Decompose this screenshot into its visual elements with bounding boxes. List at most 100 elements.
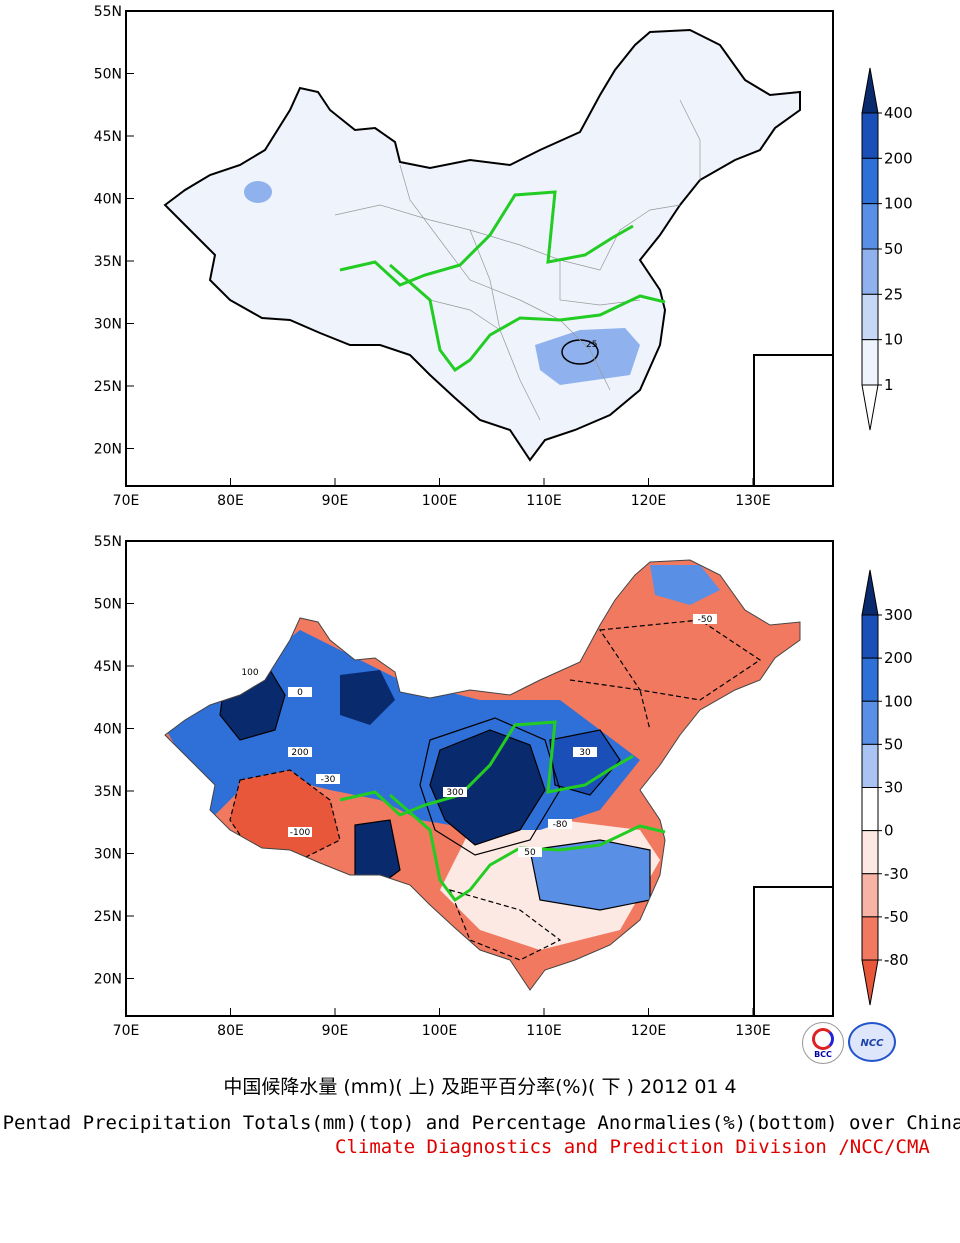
bottom-lat-ticks: 55N 50N 45N 40N 35N 30N 25N 20N (94, 534, 134, 988)
contour-label-bg (443, 787, 467, 797)
lat-tick-label: 35N (94, 254, 122, 270)
lat-tick-label: 45N (94, 659, 122, 675)
caption-english: Pentad Precipitation Totals(mm)(top) and… (2, 1112, 960, 1134)
colorbar-segment (861, 293, 879, 341)
lat-tick-label: 55N (94, 534, 122, 550)
colorbar-bottom-arrow (861, 384, 879, 431)
lat-tick-label: 35N (94, 784, 122, 800)
caption-chinese: 中国候降水量 (mm)( 上) 及距平百分率(%)( 下 ) 2012 01 4 (223, 1076, 737, 1098)
south-china-sea-inset-top (753, 354, 833, 486)
contour-label: 100 (241, 668, 258, 678)
lon-tick-label: 130E (735, 493, 771, 509)
colorbar-label: 10 (884, 331, 903, 349)
colorbar-segment (861, 830, 879, 875)
anom-tibet-red (230, 770, 340, 860)
lat-tick-label: 30N (94, 847, 122, 863)
contour-label: 300 (446, 788, 463, 798)
lat-tick-label: 40N (94, 192, 122, 208)
contour-label-bg (548, 819, 572, 829)
contour-label: 200 (291, 748, 308, 758)
colorbar-label: 100 (884, 195, 913, 213)
colorbar-label: 25 (884, 285, 903, 303)
lat-tick-label: 45N (94, 129, 122, 145)
lat-tick-label: 20N (94, 442, 122, 458)
anom-mongolia-dark (340, 670, 395, 725)
top-lon-ticks: 70E 80E 90E 100E 110E 120E 130E (113, 478, 771, 509)
lat-tick-label: 50N (94, 67, 122, 83)
colorbar-segment (861, 700, 879, 745)
colorbar-label: -50 (884, 908, 909, 926)
colorbar-segment (861, 157, 879, 205)
colorbar-label: 1 (884, 376, 894, 394)
lon-tick-label: 120E (631, 493, 667, 509)
contour-label: -30 (321, 775, 336, 785)
colorbar-label: -30 (884, 865, 909, 883)
lat-tick-label: 50N (94, 597, 122, 613)
anom-northeast-blue (650, 565, 720, 605)
colorbar-label: 0 (884, 822, 894, 840)
lon-tick-label: 110E (526, 1023, 562, 1039)
lon-tick-label: 100E (422, 493, 458, 509)
yangtze-river-top (389, 263, 666, 373)
south-china-sea-inset-bottom (753, 886, 833, 1016)
lat-tick-label: 55N (94, 4, 122, 20)
bottom-lon-ticks: 70E 80E 90E 100E 110E 120E 130E (113, 1008, 771, 1039)
contour-label-bg (288, 827, 312, 837)
top-colorbar: 400 200 100 50 25 10 1 (861, 67, 913, 431)
lat-tick-label: 20N (94, 972, 122, 988)
colorbar-label: 200 (884, 149, 913, 167)
colorbar-segment (861, 787, 879, 832)
ncc-logo-text: NCC (860, 1038, 884, 1049)
anom-hebei-blue (550, 730, 620, 795)
contour-label: -50 (698, 615, 713, 625)
lon-tick-label: 70E (113, 1023, 140, 1039)
lat-tick-label: 40N (94, 722, 122, 738)
colorbar-top-arrow (861, 569, 879, 616)
bcc-logo: BCC (802, 1022, 844, 1064)
china-outline-top (163, 28, 801, 462)
top-lat-ticks: 55N 50N 45N 40N 35N 30N 25N 20N (94, 4, 134, 458)
contour-label: -80 (553, 820, 568, 830)
anom-central-dark (430, 730, 545, 845)
top-contour-label: 25 (586, 340, 597, 350)
contour-label-bg (288, 747, 312, 757)
colorbar-segment (861, 339, 879, 386)
colorbar-segment (861, 248, 879, 295)
contour-label: -100 (290, 828, 311, 838)
anom-tibet-dark (355, 820, 400, 885)
colorbar-segment (861, 614, 879, 659)
lat-tick-label: 25N (94, 379, 122, 395)
colorbar-top-arrow (861, 67, 879, 114)
yellow-river-bottom (339, 720, 634, 817)
colorbar-segment (861, 112, 879, 159)
bcc-logo-text: BCC (814, 1050, 832, 1059)
lon-tick-label: 120E (631, 1023, 667, 1039)
colorbar-label: 50 (884, 735, 903, 753)
rain-spot-xinjiang (244, 181, 272, 203)
colorbar-segment (861, 916, 879, 961)
contour-label: 50 (524, 848, 536, 858)
colorbar-label: 100 (884, 692, 913, 710)
negative-anomaly-contours (229, 619, 762, 961)
lon-tick-label: 100E (422, 1023, 458, 1039)
lat-tick-label: 30N (94, 317, 122, 333)
colorbar-segment (861, 743, 879, 788)
caption-division: Climate Diagnostics and Prediction Divis… (335, 1136, 930, 1158)
lon-tick-label: 90E (322, 1023, 349, 1039)
lon-tick-label: 70E (113, 493, 140, 509)
colorbar-label: 30 (884, 779, 903, 797)
rain-region-south (535, 328, 640, 385)
colorbar-label: 300 (884, 606, 913, 624)
contour-label-bg (288, 687, 312, 697)
contour-label: 0 (297, 688, 303, 698)
china-outline-bottom (164, 559, 801, 991)
lon-tick-label: 130E (735, 1023, 771, 1039)
yangtze-river-bottom (389, 793, 666, 903)
lon-tick-label: 90E (322, 493, 349, 509)
anom-south-blue (530, 840, 650, 910)
contour-label-bg (573, 747, 597, 757)
lat-tick-label: 25N (94, 909, 122, 925)
